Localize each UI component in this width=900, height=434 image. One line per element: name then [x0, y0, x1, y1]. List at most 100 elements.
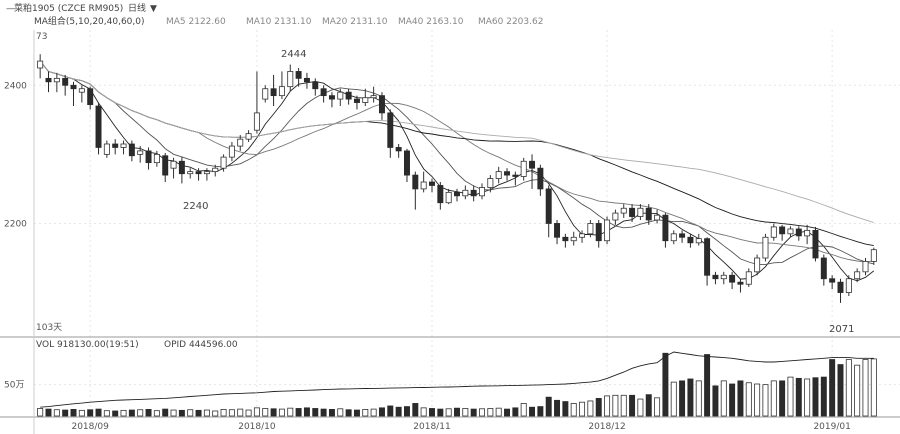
candle — [220, 154, 227, 172]
candle — [745, 268, 752, 288]
volume-bar — [612, 394, 619, 417]
volume-bar — [487, 408, 494, 417]
volume-bar — [95, 408, 102, 417]
volume-bar — [362, 409, 369, 417]
volume-bar — [787, 376, 794, 417]
oi-label: OPID 444596.00 — [164, 340, 238, 350]
candle — [787, 226, 794, 238]
volume-bar — [445, 408, 452, 417]
candle-body — [429, 181, 435, 186]
symbol-label[interactable]: 菜粕1905 (CZCE RM905) — [14, 2, 123, 14]
candle-body — [153, 153, 160, 164]
candle — [579, 230, 586, 243]
candle-body — [220, 156, 227, 169]
volume-bar — [87, 409, 94, 417]
candle-body — [862, 261, 869, 273]
y-tick-label: 2200 — [4, 219, 27, 229]
candle-body — [345, 91, 352, 100]
candle — [437, 182, 444, 210]
candle — [495, 166, 502, 184]
candle — [120, 140, 127, 155]
candle — [545, 185, 552, 238]
candle — [529, 154, 536, 189]
candle-body — [729, 274, 736, 283]
volume-bar — [562, 401, 569, 417]
candle-body — [812, 229, 819, 259]
candle-body — [145, 150, 152, 164]
candle-body — [470, 189, 477, 197]
candle — [362, 88, 369, 106]
volume-bar — [654, 397, 661, 417]
volume-bar — [212, 410, 219, 417]
annotation-low-1: 2240 — [183, 201, 208, 212]
candle — [445, 188, 452, 205]
candle — [245, 130, 252, 142]
candle-body — [487, 178, 494, 188]
ma5-label: MA5 2122.60 — [166, 17, 226, 27]
candle — [112, 139, 119, 155]
candle — [454, 188, 460, 202]
candle — [762, 233, 769, 262]
volume-bar — [837, 364, 844, 417]
candle-body — [804, 229, 811, 237]
candle — [37, 54, 44, 79]
volume-bar — [103, 410, 110, 417]
volume-bar — [245, 409, 252, 417]
candle — [820, 254, 827, 286]
candle — [378, 92, 385, 120]
candle — [679, 230, 686, 243]
period-label[interactable]: 日线 — [128, 2, 146, 14]
candle — [587, 220, 594, 238]
candle — [387, 109, 394, 158]
volume-bar — [253, 407, 260, 417]
candle — [287, 64, 294, 91]
volume-bar — [820, 376, 827, 417]
volume-bar — [504, 408, 511, 417]
vol-label: VOL 918130.00(19:51) — [36, 340, 139, 350]
volume-bar — [770, 380, 777, 417]
candle — [353, 95, 360, 110]
candle — [504, 168, 511, 181]
volume-bar — [420, 407, 427, 417]
candle — [70, 81, 77, 106]
candle — [795, 226, 802, 241]
chevron-down-icon[interactable]: ▼ — [150, 4, 157, 14]
volume-bar — [604, 395, 611, 417]
candle-body — [253, 112, 260, 131]
candle — [228, 141, 235, 162]
volume-bar — [378, 407, 385, 417]
candle — [345, 88, 352, 105]
candle-body — [670, 233, 677, 242]
candle — [420, 171, 427, 193]
candle-body — [520, 160, 527, 177]
volume-bar — [112, 410, 119, 417]
volume-bar — [62, 409, 69, 417]
candle-body — [737, 281, 744, 285]
candle-body — [370, 95, 377, 99]
menu-icon[interactable]: — — [6, 4, 15, 14]
candle-body — [562, 236, 569, 242]
volume-bar — [812, 377, 819, 417]
volume-bar — [195, 409, 202, 417]
candle-body — [353, 98, 360, 103]
candle-body — [679, 233, 686, 238]
candle-body — [103, 143, 110, 155]
candle — [145, 147, 152, 170]
candle-body — [70, 84, 77, 90]
candle-body — [403, 150, 410, 176]
annotations: 73 2444 2240 2071 103天 — [36, 32, 854, 335]
candle-body — [629, 207, 636, 217]
volume-bar — [187, 409, 194, 417]
volume-bar — [679, 380, 686, 417]
candle-body — [662, 214, 669, 242]
volume-bar — [545, 396, 552, 417]
candle — [770, 223, 777, 241]
candle — [620, 204, 627, 218]
volume-bar — [662, 352, 669, 417]
candle-body — [195, 171, 202, 175]
candle — [153, 150, 160, 167]
candle — [78, 85, 85, 103]
ma-group-label[interactable]: MA组合(5,10,20,40,60,0) — [34, 15, 145, 27]
candle — [720, 271, 727, 285]
